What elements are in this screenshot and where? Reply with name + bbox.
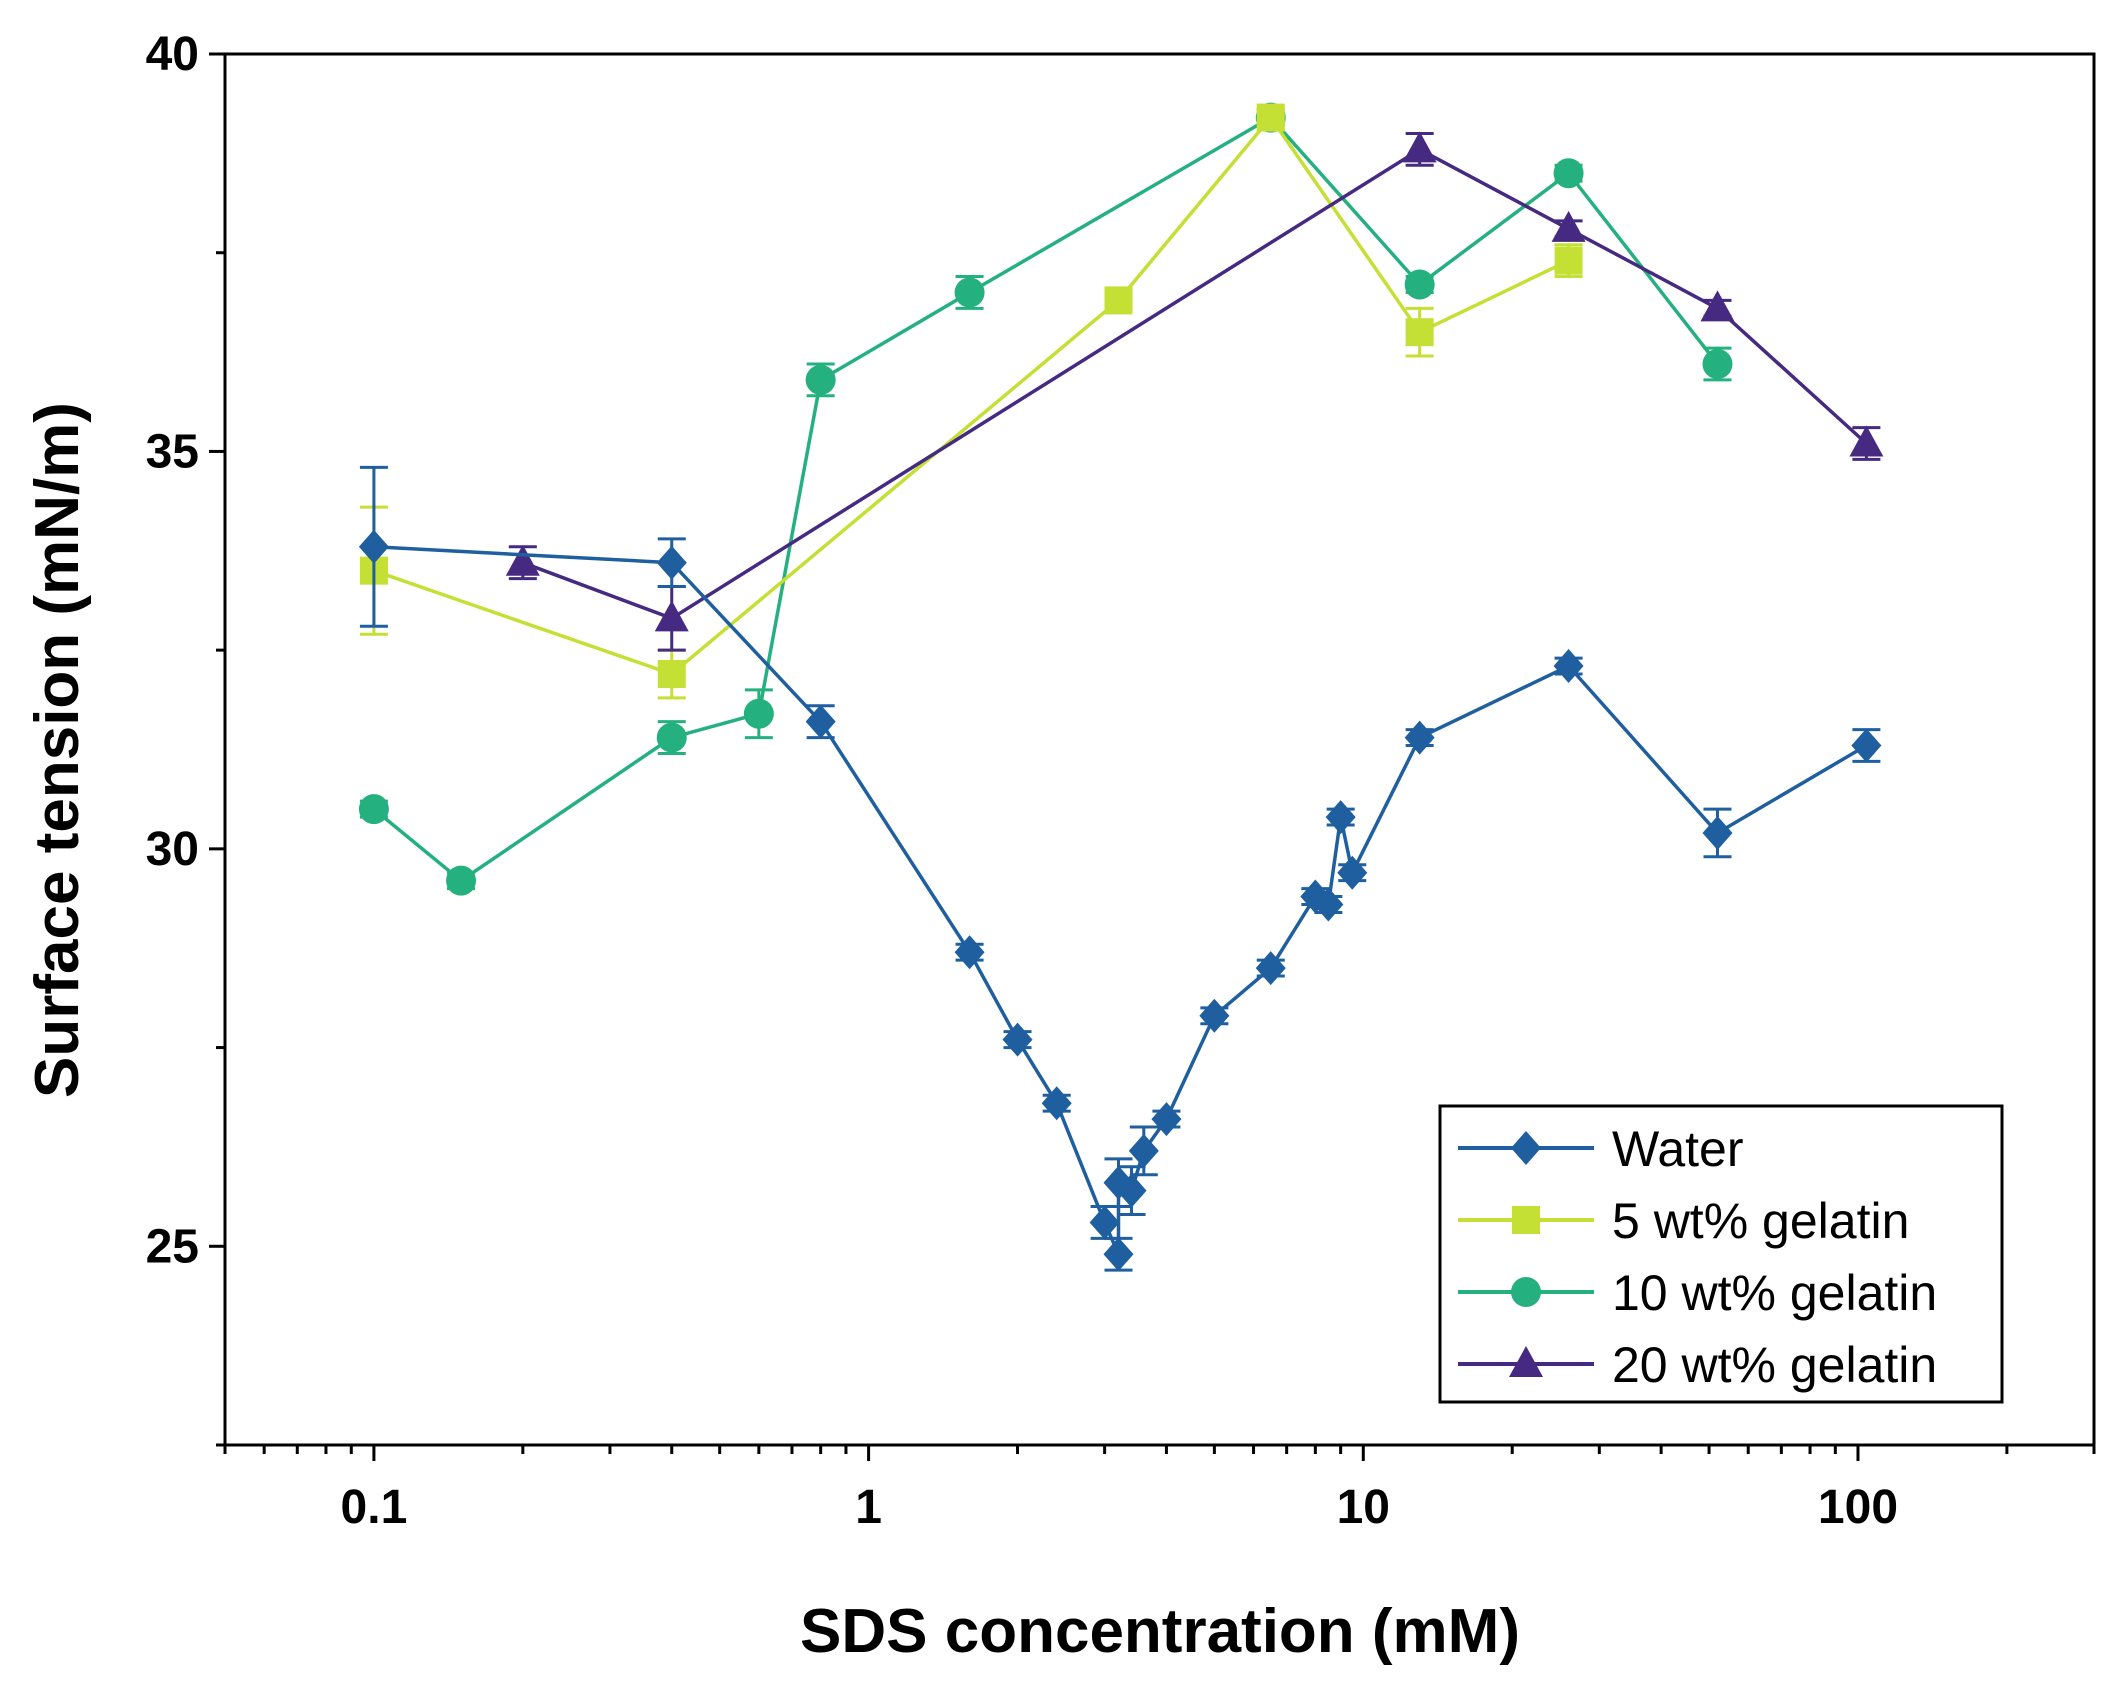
legend-marker — [1512, 1206, 1540, 1234]
series-water — [358, 465, 1882, 1272]
data-point — [954, 935, 985, 970]
data-point — [505, 544, 540, 576]
x-tick-label: 0.1 — [341, 1481, 408, 1534]
data-point — [805, 704, 836, 739]
data-point — [1199, 998, 1230, 1033]
data-point — [1089, 1205, 1120, 1240]
data-point — [1103, 1237, 1134, 1272]
x-tick-label: 1 — [855, 1481, 882, 1534]
y-axis-title: Surface tension (mN/m) — [23, 402, 92, 1098]
data-point — [1702, 815, 1733, 850]
series-line — [373, 545, 1868, 1255]
data-point — [1116, 1173, 1147, 1208]
data-point — [1325, 800, 1356, 835]
series-5-wt-gelatin — [359, 103, 1583, 700]
data-point — [358, 529, 389, 564]
y-tick-label: 25 — [146, 1220, 199, 1273]
data-point — [1851, 728, 1882, 763]
data-point — [1255, 951, 1286, 986]
legend-marker — [1511, 1131, 1541, 1165]
data-point — [1404, 720, 1435, 755]
series-line — [522, 147, 1868, 621]
data-point — [1256, 103, 1285, 132]
legend-label: 10 wt% gelatin — [1612, 1265, 1937, 1321]
legend: Water 5 wt% gelatin 10 wt% gelatin 20 wt% g… — [1438, 1104, 2004, 1404]
series-layer — [358, 102, 1884, 1272]
data-point — [1702, 348, 1733, 379]
data-point — [1553, 158, 1584, 189]
data-point — [805, 364, 836, 395]
y-tick-label: 35 — [146, 425, 199, 478]
x-axis-ticks: 0.1 1 10 100 — [223, 1445, 2096, 1534]
legend-label: 20 wt% gelatin — [1612, 1337, 1937, 1393]
data-point — [1313, 887, 1344, 922]
data-point — [654, 600, 689, 632]
data-point — [1104, 286, 1133, 315]
data-point — [1041, 1086, 1072, 1121]
data-point — [1151, 1102, 1182, 1137]
x-axis-title: SDS concentration (mM) — [800, 1597, 1520, 1666]
data-point — [358, 794, 389, 825]
x-tick-label: 10 — [1337, 1481, 1390, 1534]
data-point — [657, 659, 686, 688]
x-tick-label: 100 — [1818, 1481, 1898, 1534]
plot-frame — [223, 52, 2096, 1447]
data-point — [1402, 131, 1437, 163]
series-line — [373, 114, 1570, 676]
legend-marker — [1509, 1346, 1543, 1377]
data-point — [1002, 1022, 1033, 1057]
data-point — [954, 277, 985, 308]
data-point — [1551, 210, 1586, 242]
data-point — [446, 865, 477, 896]
data-point — [1554, 246, 1583, 275]
series-line — [372, 115, 1719, 883]
data-point — [1128, 1133, 1159, 1168]
data-point — [656, 722, 687, 753]
data-point — [1700, 290, 1735, 322]
legend-label: Water — [1612, 1121, 1744, 1177]
data-point — [656, 545, 687, 580]
data-point — [1337, 855, 1368, 890]
data-point — [743, 698, 774, 729]
data-point — [1553, 649, 1584, 684]
y-tick-label: 40 — [146, 28, 199, 81]
series-10-wt-gelatin — [358, 102, 1733, 896]
legend-label: 5 wt% gelatin — [1612, 1193, 1909, 1249]
data-point — [1404, 269, 1435, 300]
data-point — [1849, 425, 1884, 457]
data-point — [1405, 318, 1434, 347]
y-axis-ticks: 25 30 35 40 — [146, 28, 225, 1447]
series-20-wt-gelatin — [505, 131, 1884, 652]
y-tick-label: 30 — [146, 823, 199, 876]
legend-marker — [1511, 1277, 1541, 1307]
